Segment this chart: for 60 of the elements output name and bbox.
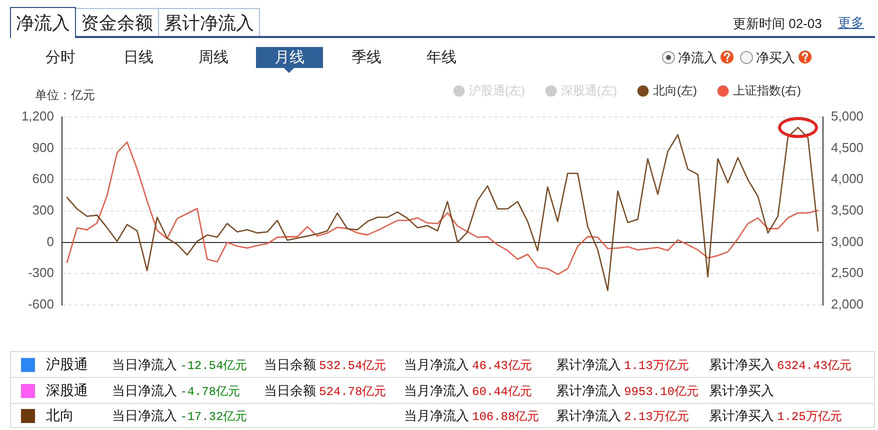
text: 净流入 — [10, 7, 76, 38]
category-label: 累计净买入 — [709, 408, 774, 423]
y2-tick-label: 3,500 — [831, 202, 864, 218]
text: 6324.43亿元 — [777, 359, 852, 373]
category-label: 当日净流入 — [112, 357, 177, 372]
y-tick-label: 900 — [32, 140, 54, 155]
legend-label: 北向(左) — [653, 83, 698, 98]
text: 资金余额 — [75, 8, 159, 36]
category-label: 深股通 — [46, 382, 88, 398]
category-label: 累计净流入 — [556, 357, 621, 372]
text: 9953.10亿元 — [624, 384, 698, 398]
category-label: 当日净流入 — [112, 382, 177, 398]
text: 46.43亿元 — [472, 359, 532, 373]
y-tick-label: 0 — [46, 234, 54, 249]
text: 106.88亿元 — [472, 410, 540, 424]
y2-tick-label: 2,500 — [831, 265, 864, 280]
text: 1.13万亿元 — [624, 359, 689, 373]
category-label: 当日净流入 — [112, 408, 177, 423]
text: 月线 — [274, 49, 304, 66]
text: 2.13万亿元 — [624, 410, 689, 424]
text: 532.54亿元 — [319, 359, 386, 373]
category-label: 累计净买入 — [709, 357, 774, 372]
category-label: 当日余额 — [264, 357, 316, 372]
category-label: 累计净买入 — [709, 382, 774, 398]
category-label: 累计净流入 — [556, 408, 621, 423]
category-label: 累计净流入 — [556, 382, 621, 398]
text: -4.78亿元 — [180, 384, 240, 398]
y2-tick-label: 4,000 — [831, 171, 864, 186]
category-label: 当月净流入 — [404, 408, 469, 423]
text: 1.25万亿元 — [777, 410, 842, 424]
text: 更多 — [838, 14, 864, 32]
text: 周线 — [198, 49, 228, 66]
y-tick-label: 600 — [32, 171, 54, 186]
y2-tick-label: 3,000 — [831, 234, 864, 249]
legend-label: 上证指数(右) — [733, 83, 802, 98]
text: 净买入 — [756, 49, 795, 67]
category-label: 北向 — [46, 407, 74, 423]
category-label: 当日余额 — [264, 382, 316, 398]
y-tick-label: 1,200 — [21, 108, 54, 124]
text: 年线 — [426, 49, 456, 66]
text: 分时 — [46, 49, 76, 66]
category-label: 当月净流入 — [404, 382, 469, 398]
category-label: 沪股通 — [46, 356, 88, 372]
y-tick-label: -600 — [28, 296, 54, 312]
text: 季线 — [352, 49, 382, 66]
text: 累计净流入 — [158, 8, 260, 36]
category-label: 当月净流入 — [404, 357, 469, 372]
text: -12.54亿元 — [180, 359, 248, 373]
y-tick-label: 300 — [32, 202, 54, 218]
y-axis-title: 单位：亿元 — [35, 87, 95, 104]
text: 日线 — [124, 49, 154, 66]
text: 更新时间 02-03 — [733, 15, 822, 33]
y2-tick-label: 2,000 — [831, 296, 864, 312]
y2-tick-label: 4,500 — [831, 140, 864, 155]
y-tick-label: -300 — [28, 265, 54, 280]
y2-tick-label: 5,000 — [831, 108, 864, 124]
text: 净流入 — [678, 49, 717, 67]
text: -17.32亿元 — [180, 410, 248, 424]
text: 60.44亿元 — [472, 384, 532, 398]
text: 524.78亿元 — [319, 384, 386, 398]
